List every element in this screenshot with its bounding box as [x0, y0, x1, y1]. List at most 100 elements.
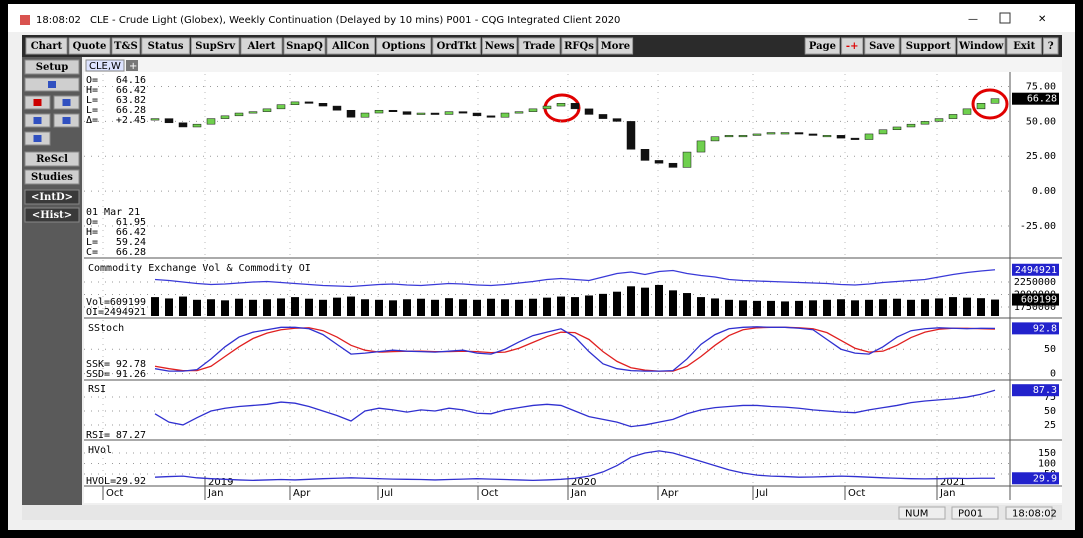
volume-bar: [683, 293, 691, 316]
toolbar-button[interactable]: [561, 37, 597, 55]
toolbar-button[interactable]: [597, 37, 634, 55]
toolbar-button[interactable]: [111, 37, 141, 55]
candle: [430, 112, 440, 115]
minimize[interactable]: —: [968, 14, 978, 25]
volume-bar: [879, 299, 887, 316]
toolbar-button-label: Alert: [247, 41, 276, 52]
candle: [178, 122, 188, 128]
candle: [500, 112, 510, 118]
readout-value: 609199: [110, 297, 146, 308]
candle: [780, 132, 790, 135]
volume-bar: [431, 299, 439, 316]
volume-bar: [417, 298, 425, 316]
volume-bar: [851, 300, 859, 316]
y-tick-label: 75.00: [1026, 82, 1056, 93]
candle: [570, 103, 580, 110]
volume-bar: [333, 297, 341, 316]
toolbar-button[interactable]: [240, 37, 283, 55]
y-tick-label: 25.00: [1026, 151, 1056, 162]
sidebar-icon-glyph: [33, 117, 42, 124]
last-value-tag: [1012, 92, 1059, 105]
y-tick-label: 0: [1050, 369, 1056, 380]
toolbar-button[interactable]: [141, 37, 190, 55]
toolbar-button[interactable]: [432, 37, 481, 55]
candle: [710, 136, 720, 142]
toolbar-button-label: Support: [906, 41, 951, 52]
toolbar-button-label: Page: [809, 41, 836, 52]
y-tick-label: 75: [1044, 392, 1056, 403]
toolbar-button-label: OrdTkt: [437, 41, 477, 52]
readout-value: 63.82: [116, 95, 146, 106]
readout-value: 59.24: [116, 237, 146, 248]
candle: [220, 115, 230, 119]
volume-bar: [963, 297, 971, 316]
sidebar-icon-glyph: [62, 99, 71, 106]
candle: [346, 109, 356, 118]
candle: [262, 108, 272, 112]
toolbar-button-label: Quote: [73, 41, 107, 52]
add-tab[interactable]: [126, 60, 138, 71]
time-label: Apr: [661, 488, 679, 499]
status-field: [951, 506, 999, 520]
clock: 18:08:02: [36, 15, 81, 26]
close[interactable]: ✕: [1038, 14, 1046, 25]
candle: [514, 111, 524, 114]
toolbar-button-label: ?: [1048, 41, 1054, 52]
candle: [150, 118, 160, 121]
time-label: Jan: [570, 488, 586, 499]
candle: [934, 118, 944, 122]
volume-bar: [151, 297, 159, 316]
toolbar-button[interactable]: [68, 37, 111, 55]
volume-bar: [991, 299, 999, 316]
sidebar-button[interactable]: [24, 189, 80, 205]
candle: [836, 135, 846, 139]
candle: [528, 108, 538, 112]
candle: [878, 129, 888, 135]
sidebar-button[interactable]: [24, 59, 80, 75]
sidebar-button[interactable]: [24, 169, 80, 185]
candle: [318, 103, 328, 107]
time-label: Oct: [481, 488, 498, 499]
volume-bar: [823, 299, 831, 316]
candle: [682, 151, 692, 168]
toolbar-button[interactable]: [190, 37, 240, 55]
toolbar-button[interactable]: [1042, 37, 1059, 55]
volume-bar: [585, 295, 593, 316]
add-tab-icon: +: [129, 61, 137, 72]
readout-value: 2494921: [104, 307, 146, 318]
toolbar-button[interactable]: [481, 37, 518, 55]
toolbar-button[interactable]: [376, 37, 432, 55]
sidebar-button[interactable]: [24, 207, 80, 223]
volume-bar: [753, 300, 761, 316]
sidebar-button[interactable]: [24, 151, 80, 167]
readout-label: RSI=: [86, 430, 110, 441]
volume-bar: [277, 298, 285, 316]
toolbar-button[interactable]: [841, 37, 864, 55]
maximize[interactable]: [999, 12, 1011, 24]
toolbar-button[interactable]: [804, 37, 841, 55]
symbol-tab[interactable]: [85, 59, 125, 72]
toolbar-button[interactable]: [25, 37, 68, 55]
volume-bar: [893, 298, 901, 316]
volume-bar: [697, 297, 705, 316]
toolbar-button[interactable]: [900, 37, 956, 55]
toolbar-button[interactable]: [518, 37, 561, 55]
time-label: Apr: [293, 488, 311, 499]
ssd-line: [154, 326, 996, 372]
toolbar-button[interactable]: [1006, 37, 1042, 55]
candle: [864, 133, 874, 140]
candle: [304, 101, 314, 104]
volume-bar: [249, 299, 257, 316]
volume-bar: [613, 291, 621, 316]
last-value-tag: [1012, 472, 1059, 485]
toolbar-button[interactable]: [326, 37, 376, 55]
volume-bar: [543, 297, 551, 316]
toolbar-button[interactable]: [283, 37, 326, 55]
volume-bar: [865, 299, 873, 316]
toolbar-button[interactable]: [956, 37, 1006, 55]
toolbar-button[interactable]: [864, 37, 900, 55]
volume-bar: [557, 296, 565, 316]
volume-bar: [767, 300, 775, 316]
volume-bar: [921, 299, 929, 316]
volume-bar: [599, 293, 607, 316]
